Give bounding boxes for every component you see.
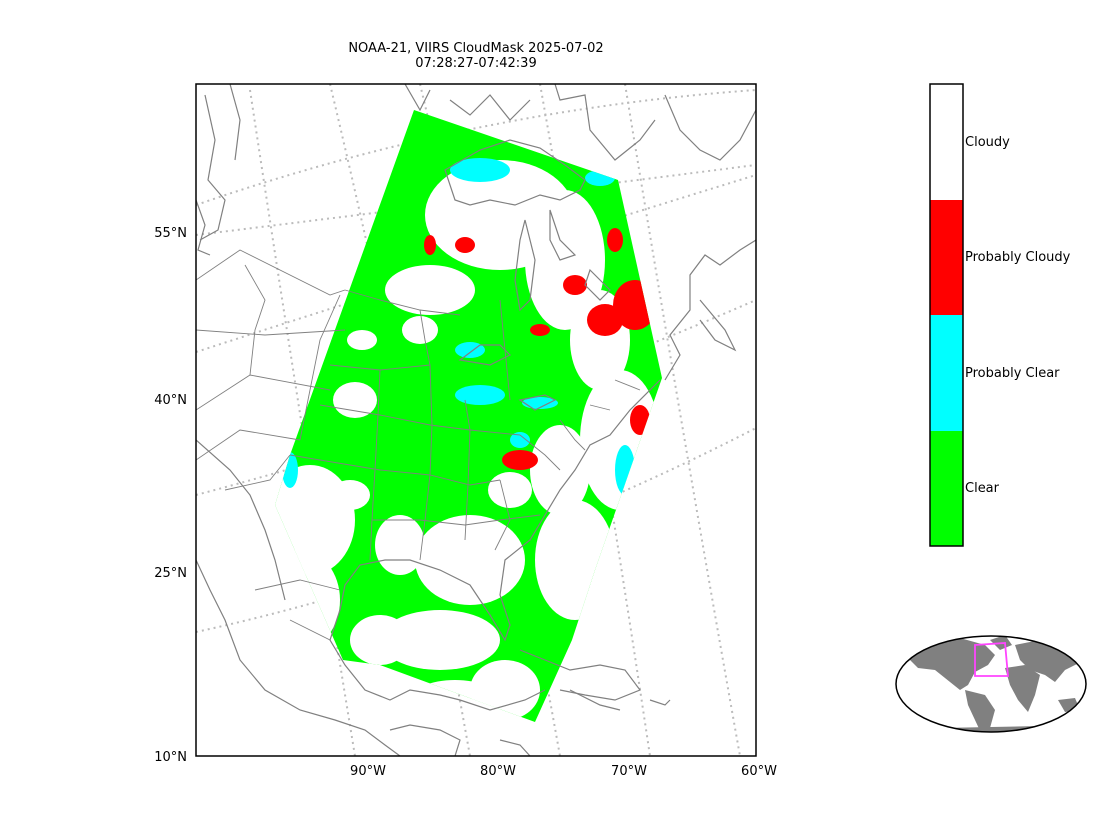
colorbar-label-probably-cloudy: Probably Cloudy <box>965 250 1071 265</box>
colorbar-label-cloudy: Cloudy <box>965 135 1010 150</box>
lat-label-25n: 25°N <box>154 566 187 581</box>
inset-outline <box>895 635 1087 733</box>
colorbar-probably-cloudy-swatch <box>930 200 963 315</box>
lat-label-10n: 10°N <box>154 750 187 765</box>
map-frame <box>195 83 757 757</box>
map-title-line-2: 07:28:27-07:42:39 <box>415 56 537 71</box>
colorbar-label-clear: Clear <box>965 481 1000 496</box>
lon-label-90w: 90°W <box>350 764 386 779</box>
lon-label-80w: 80°W <box>480 764 516 779</box>
map-title-line-1: NOAA-21, VIIRS CloudMask 2025-07-02 <box>348 41 604 56</box>
lat-label-40n: 40°N <box>154 393 187 408</box>
inset-world-map <box>895 635 1087 733</box>
probably-cloudy-areas <box>424 228 657 470</box>
inset-swath-highlight <box>974 642 1009 677</box>
colorbar-clear-swatch <box>930 431 963 546</box>
colorbar: Cloudy Probably Cloudy Probably Clear Cl… <box>929 83 1071 547</box>
cloud-mask-swath <box>275 110 662 722</box>
colorbar-probably-clear-swatch <box>930 315 963 431</box>
colorbar-frame <box>929 83 964 547</box>
colorbar-cloudy-swatch <box>930 84 963 200</box>
colorbar-label-probably-clear: Probably Clear <box>965 366 1060 381</box>
lon-label-70w: 70°W <box>611 764 647 779</box>
lat-label-55n: 55°N <box>154 226 187 241</box>
map-area <box>196 84 756 756</box>
lon-label-60w: 60°W <box>741 764 777 779</box>
state-boundaries <box>196 249 641 641</box>
coastlines <box>196 84 756 756</box>
probably-clear-areas <box>282 158 635 495</box>
